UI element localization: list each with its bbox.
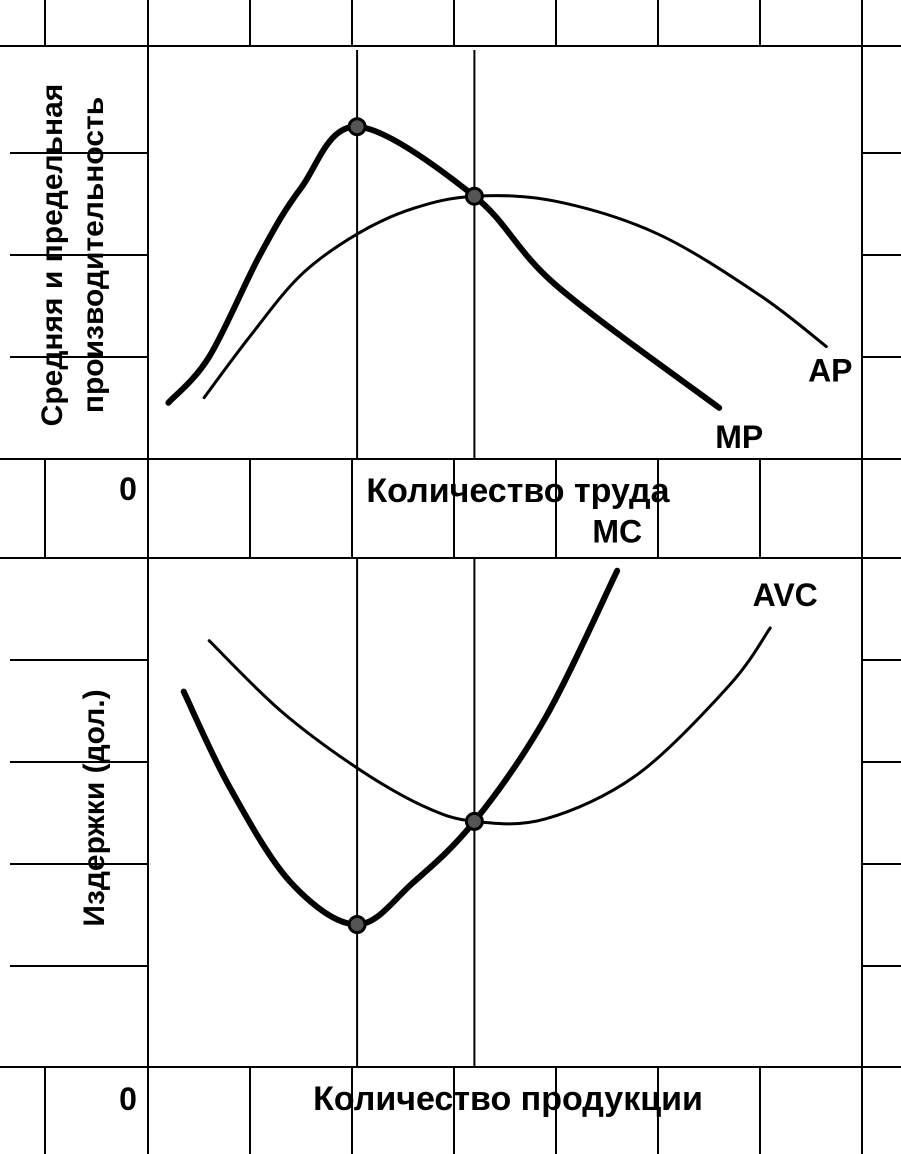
top-plot-area: MP AP: [165, 50, 853, 459]
series-label-avc: AVC: [753, 577, 818, 613]
series-line-ap: [202, 194, 828, 400]
top-x-axis-label: Количество труда: [366, 472, 670, 510]
bottom-y-axis-label: Издержки (дол.): [78, 689, 111, 926]
intersection-marker: [347, 117, 367, 137]
intersection-marker: [464, 811, 484, 831]
series-line-mp: [165, 123, 723, 411]
series-label-ap: AP: [808, 353, 852, 389]
series-line-mc: [180, 567, 621, 928]
intersection-marker: [347, 914, 367, 934]
top-y-axis-label-line-1: Средняя и предельная: [36, 84, 69, 427]
series-label-mp: MP: [715, 419, 763, 455]
panel-average-marginal-productivity: Средняя и предельная производительность …: [36, 50, 853, 510]
top-origin-label: 0: [119, 471, 137, 507]
bottom-origin-label: 0: [119, 1081, 137, 1117]
series-label-mc: MC: [592, 514, 642, 550]
panel-costs: Издержки (дол.) 0 Количество продукции M…: [78, 514, 818, 1118]
bottom-plot-area: MC AVC: [180, 514, 818, 1067]
bottom-x-axis-label: Количество продукции: [313, 1080, 703, 1118]
intersection-marker: [464, 186, 484, 206]
series-line-avc: [207, 626, 772, 826]
top-y-axis-label-line-2: производительность: [77, 97, 110, 413]
